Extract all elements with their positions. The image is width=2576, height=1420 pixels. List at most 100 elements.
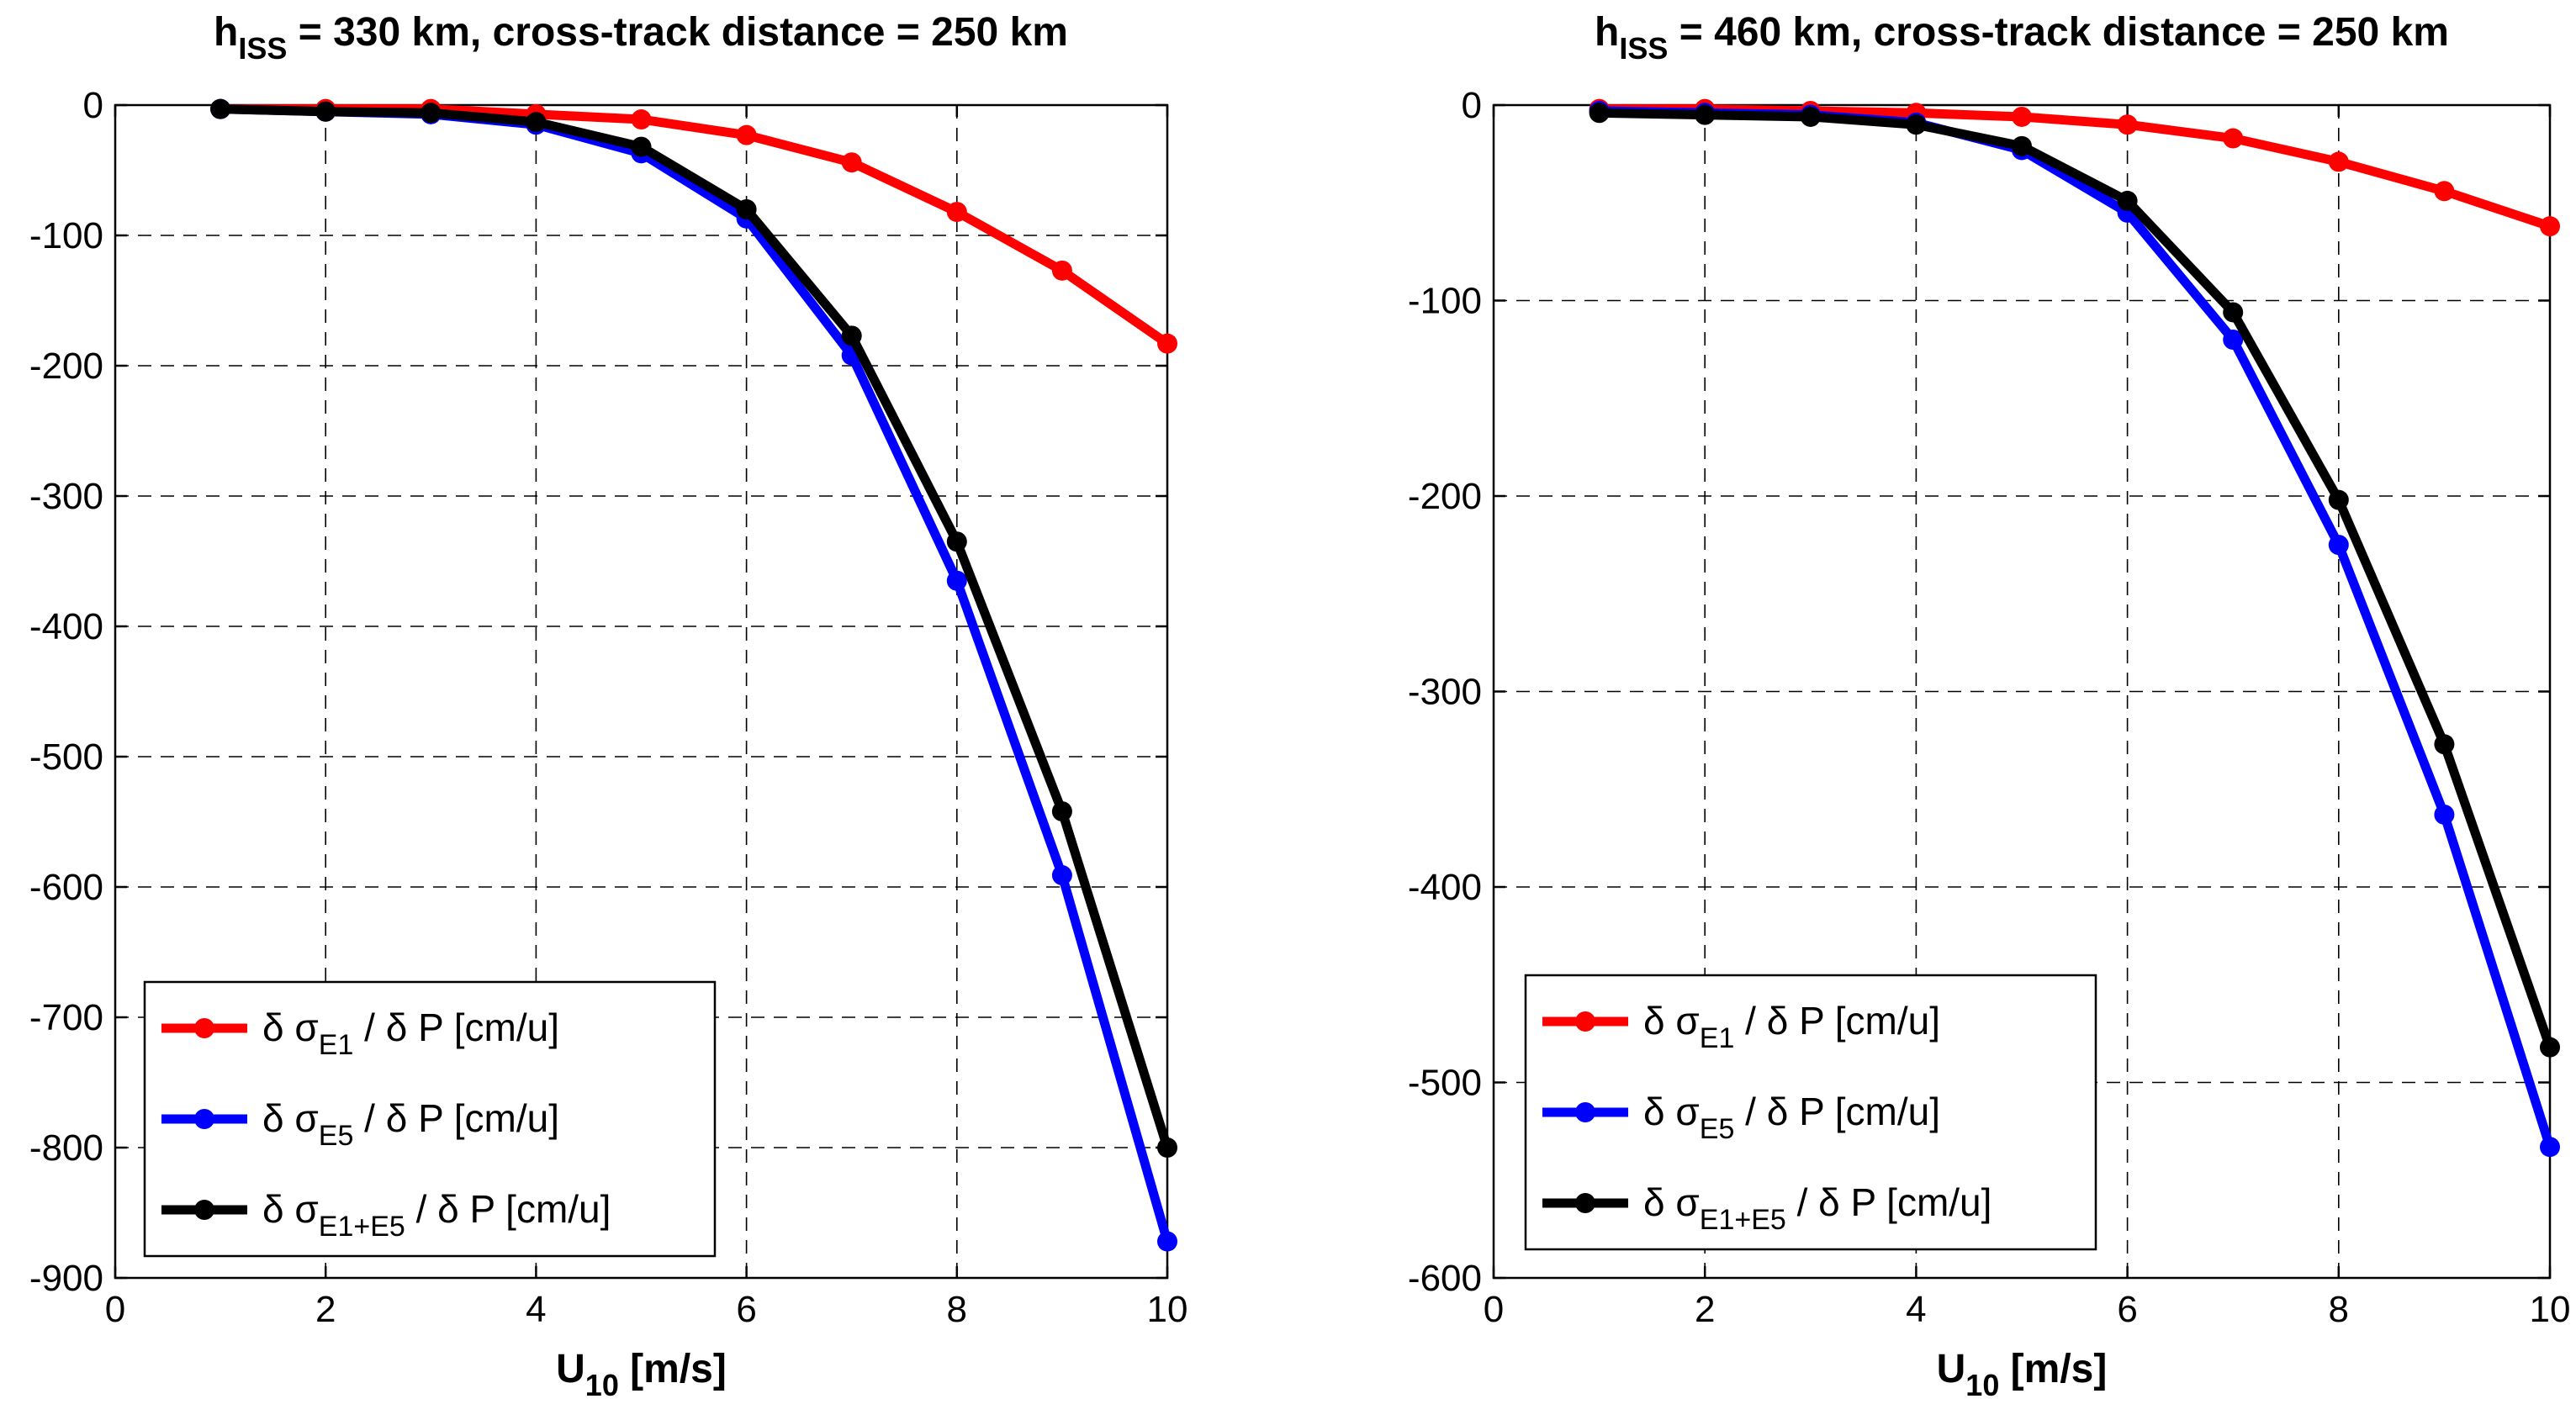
- x-tick-label: 6: [736, 1289, 756, 1330]
- legend-label-main: δ σ: [262, 1096, 319, 1140]
- data-point: [1800, 106, 1821, 127]
- y-tick-label: -500: [29, 736, 103, 778]
- x-tick-label: 4: [526, 1289, 546, 1330]
- data-point: [841, 152, 862, 173]
- axes-box: [114, 103, 1169, 1280]
- legend-label: δ σE5 / δ P [cm/u]: [1643, 1090, 1940, 1145]
- data-point: [1906, 114, 1927, 135]
- data-point: [2117, 114, 2138, 135]
- data-point: [2434, 804, 2455, 825]
- legend-label-rest: / δ P [cm/u]: [1734, 1090, 1940, 1133]
- legend-label-subscript: E5: [1700, 1113, 1735, 1145]
- y-tick-label: -300: [29, 476, 103, 517]
- data-point: [736, 199, 757, 219]
- legend-marker: [1575, 1011, 1595, 1032]
- y-tick-label: -800: [29, 1127, 103, 1169]
- x-tick-label: 10: [1147, 1289, 1188, 1330]
- legend-marker: [1575, 1102, 1595, 1122]
- xlabel-main: U: [1937, 1347, 1966, 1391]
- x-tick-label: 2: [1695, 1289, 1715, 1330]
- data-point: [2328, 535, 2349, 556]
- data-point: [315, 101, 336, 122]
- data-point: [2223, 330, 2244, 350]
- data-point: [421, 103, 442, 124]
- xlabel-subscript: 10: [1965, 1368, 1999, 1402]
- legend-marker: [194, 1200, 214, 1220]
- legend-label-rest: / δ P [cm/u]: [353, 1006, 559, 1049]
- data-point: [2540, 216, 2560, 237]
- title-subscript: ISS: [1619, 31, 1668, 66]
- data-point: [1695, 104, 1716, 125]
- y-tick-label: -100: [29, 215, 103, 256]
- title-main: h: [1595, 10, 1619, 55]
- series-line-3: [1595, 108, 2555, 1053]
- legend-label-subscript: E1+E5: [1700, 1204, 1786, 1236]
- legend-label-subscript: E5: [319, 1120, 354, 1152]
- y-tick-label: -600: [1408, 1258, 1482, 1299]
- title-main: h: [214, 10, 238, 55]
- data-point: [2223, 302, 2244, 323]
- legend-label-main: δ σ: [1643, 999, 1700, 1043]
- x-tick-label: 10: [2530, 1289, 2571, 1330]
- data-point: [526, 112, 547, 133]
- chart-panel-2: 0 2 4 6 8 10 0 -100 -200 -300 -400 -500 -600 hISS = 4…: [1408, 10, 2571, 1402]
- data-point: [1051, 260, 1072, 281]
- title-rest: = 460 km, cross-track distance = 250 km: [1668, 10, 2449, 55]
- data-point: [2117, 190, 2138, 211]
- chart-panel-1: 0 2 4 6 8 10 0 -100 -200 -300 -400 -500 -600 -700 -800…: [29, 10, 1188, 1402]
- data-point: [2223, 128, 2244, 149]
- x-tick-label: 4: [1906, 1289, 1926, 1330]
- legend-label-rest: / δ P [cm/u]: [1734, 999, 1940, 1043]
- y-tick-label: -900: [29, 1258, 103, 1299]
- y-tick-label: -700: [29, 997, 103, 1038]
- data-point: [736, 124, 757, 145]
- data-point: [1157, 333, 1177, 354]
- y-tick-label: 0: [1462, 85, 1482, 126]
- legend-label-subscript: E1: [1700, 1022, 1735, 1054]
- legend-label: δ σE1 / δ P [cm/u]: [1643, 999, 1940, 1054]
- legend-label-main: δ σ: [1643, 1180, 1700, 1224]
- xlabel-rest: [m/s]: [1999, 1347, 2107, 1391]
- chart-title: hISS = 330 km, cross-track distance = 25…: [214, 10, 1068, 66]
- series-line-1: [215, 104, 1172, 349]
- data-point: [2434, 181, 2455, 202]
- x-tick-label: 6: [2117, 1289, 2137, 1330]
- data-point: [1157, 1231, 1177, 1252]
- y-tick-label: -400: [29, 606, 103, 647]
- x-tick-label: 0: [1484, 1289, 1504, 1330]
- y-tick-label: -300: [1408, 672, 1482, 713]
- legend-label-rest: / δ P [cm/u]: [1786, 1180, 1992, 1224]
- legend-marker: [194, 1018, 214, 1038]
- legend-label-main: δ σ: [1643, 1090, 1700, 1133]
- data-point: [2540, 1037, 2560, 1058]
- title-rest: = 330 km, cross-track distance = 250 km: [287, 10, 1068, 55]
- data-point: [631, 136, 652, 157]
- data-point: [2012, 106, 2032, 127]
- chart-title: hISS = 460 km, cross-track distance = 25…: [1595, 10, 2449, 66]
- data-point: [1157, 1138, 1177, 1158]
- x-tick-label: 8: [2329, 1289, 2349, 1330]
- legend-label: δ σE1+E5 / δ P [cm/u]: [1643, 1180, 1992, 1236]
- xlabel-main: U: [556, 1347, 585, 1391]
- legend-label-main: δ σ: [262, 1006, 319, 1049]
- legend-marker: [1575, 1193, 1595, 1213]
- data-point: [1589, 103, 1610, 124]
- y-tick-label: 0: [83, 85, 103, 126]
- title-subscript: ISS: [238, 31, 287, 66]
- y-tick-label: -100: [1408, 281, 1482, 322]
- legend-label: δ σE1 / δ P [cm/u]: [262, 1006, 559, 1061]
- x-tick-label: 0: [105, 1289, 125, 1330]
- x-tick-label: 8: [947, 1289, 967, 1330]
- data-point: [2328, 151, 2349, 172]
- x-axis-label: U10 [m/s]: [1937, 1347, 2108, 1402]
- data-point: [946, 202, 967, 223]
- legend-label-rest: / δ P [cm/u]: [353, 1096, 559, 1140]
- data-point: [631, 109, 652, 130]
- legend-label-main: δ σ: [262, 1187, 319, 1231]
- data-point: [1051, 801, 1072, 822]
- legend-label-rest: / δ P [cm/u]: [405, 1187, 611, 1231]
- data-point: [946, 531, 967, 552]
- xlabel-subscript: 10: [585, 1368, 619, 1402]
- legend-label-subscript: E1+E5: [319, 1211, 405, 1243]
